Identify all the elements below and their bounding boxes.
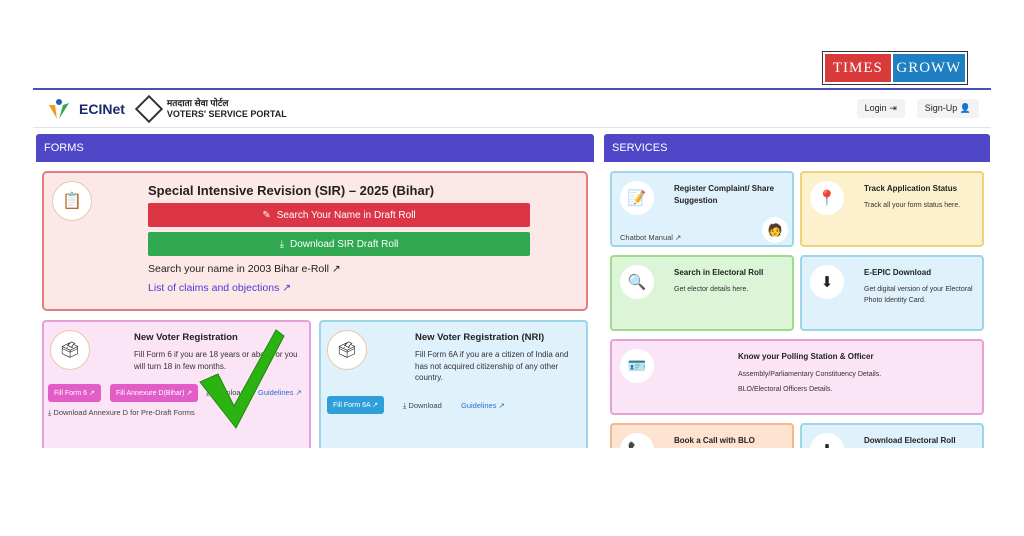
track-status-card[interactable]: 📍 Track Application Status Track all you… [800,171,984,247]
fill-annexure-d-label: Fill Annexure D(Bihar) [116,390,185,397]
ecinet-logo-icon [45,95,73,123]
epic-download-title: E-EPIC Download [864,268,932,277]
login-icon: ⇥ [889,103,897,113]
magnifier-icon: 🔍 [620,265,654,299]
phone-call-icon: 📞 [620,433,654,448]
form6a-download-label: Download [408,401,442,410]
chatbot-manual-label: Chatbot Manual [620,233,673,242]
book-call-blo-title: Book a Call with BLO [674,436,755,445]
search-draft-roll-label: Search Your Name in Draft Roll [276,209,416,221]
track-route-icon: 📍 [810,181,844,215]
polling-officer-icon: 🪪 [620,349,654,383]
forms-heading: FORMS [36,134,594,162]
polling-station-desc1: Assembly/Parliamentary Constituency Deta… [738,371,882,378]
download-sir-roll-label: Download SIR Draft Roll [290,238,399,250]
track-status-desc: Track all your form status here. [864,202,961,209]
arrow-up-right-icon: ↗ [186,390,193,397]
new-voter-card: 🗳 New Voter Registration Fill Form 6 if … [42,320,311,448]
portal-hindi-name: मतदाता सेवा पोर्टल [166,98,229,109]
download-icon: ⤓ [403,401,407,410]
chatbot-manual-link[interactable]: Chatbot Manual ↗ [620,233,681,242]
form6-guidelines-link[interactable]: Guidelines ↗ [258,388,302,397]
claims-objections-link[interactable]: List of claims and objections ↗ [148,282,291,294]
download-box-icon: ⬇ [810,265,844,299]
top-header: ECINet मतदाता सेवा पोर्टल VOTERS' SERVIC… [33,90,991,128]
brand-left: TIMES [825,54,891,82]
portal-screenshot: ECINet मतदाता सेवा पोर्टल VOTERS' SERVIC… [33,88,991,448]
login-label: Login [864,103,887,113]
bihar-2003-eroll-link[interactable]: Search your name in 2003 Bihar e-Roll ↗ [148,263,341,275]
search-electoral-roll-title: Search in Electoral Roll [674,268,764,277]
form6a-guidelines-link[interactable]: Guidelines ↗ [461,401,505,410]
search-draft-roll-button[interactable]: ✎ Search Your Name in Draft Roll [148,203,530,227]
epic-download-desc: Get digital version of your Electoral Ph… [864,286,973,304]
form6a-download-link[interactable]: ⤓ Download [403,401,442,411]
user-plus-icon: 👤 [959,103,971,113]
arrow-up-right-icon: ↗ [372,402,379,409]
sir-card: 📋 Special Intensive Revision (SIR) – 202… [42,171,588,311]
new-voter-title: New Voter Registration [134,332,238,343]
book-call-blo-card[interactable]: 📞 Book a Call with BLO [610,423,794,448]
polling-station-desc2: BLO/Electoral Officers Details. [738,386,833,393]
new-voter-desc: Fill Form 6 if you are 18 years or above… [134,350,298,371]
register-complaint-card[interactable]: 📝 Register Complaint/ Share Suggestion C… [610,171,794,247]
bihar-2003-eroll-label: Search your name in 2003 Bihar e-Roll [148,263,329,275]
polling-station-card[interactable]: 🪪 Know your Polling Station & Officer As… [610,339,984,415]
fill-form-6a-label: Fill Form 6A [333,402,371,409]
download-electoral-roll-card[interactable]: ⬇ Download Electoral Roll [800,423,984,448]
services-heading: SERVICES [604,134,990,162]
arrow-up-right-icon: ↗ [282,282,292,294]
voter-form-icon: 🗳 [50,330,90,370]
fill-form-6-label: Fill Form 6 [54,390,88,397]
green-checkmark-icon [199,329,285,429]
edit-icon: ✎ [262,209,271,221]
claims-objections-label: List of claims and objections [148,282,280,294]
arrow-up-right-icon: ↗ [89,390,95,397]
voters-service-portal[interactable]: मतदाता सेवा पोर्टल VOTERS' SERVICE PORTA… [134,94,287,123]
brand-right: GROWW [892,54,965,82]
complaint-icon: 📝 [620,181,654,215]
form6a-guidelines-label: Guidelines [461,401,497,410]
annexure-d-download-link[interactable]: ⤓ Download Annexure D for Pre-Draft Form… [48,408,195,418]
signup-label: Sign-Up [924,103,958,113]
arrow-up-right-icon: ↗ [295,388,302,397]
nri-voter-card: 🗳 New Voter Registration (NRI) Fill Form… [319,320,588,448]
signup-button[interactable]: Sign-Up 👤 [916,99,979,118]
portal-english-name: VOTERS' SERVICE PORTAL [166,108,287,119]
nri-voter-desc: Fill Form 6A if you are a citizen of Ind… [415,350,569,383]
forms-panel: FORMS 📋 Special Intensive Revision (SIR)… [36,134,594,448]
annexure-d-download-label: Download Annexure D for Pre-Draft Forms [53,408,195,417]
download-sir-roll-button[interactable]: ⤓ Download SIR Draft Roll [148,232,530,256]
epic-download-card[interactable]: ⬇ E-EPIC Download Get digital version of… [800,255,984,331]
nri-form-icon: 🗳 [327,330,367,370]
ecinet-logo-text[interactable]: ECINet [79,100,125,117]
search-electoral-roll-card[interactable]: 🔍 Search in Electoral Roll Get elector d… [610,255,794,331]
download-electoral-roll-title: Download Electoral Roll [864,436,956,445]
form6-download-label: Download [211,388,245,397]
form-document-icon: 📋 [52,181,92,221]
times-groww-logo: TIMES GROWW [822,51,968,85]
fill-form-6a-button[interactable]: Fill Form 6A ↗ [327,396,385,414]
sir-title: Special Intensive Revision (SIR) – 2025 … [148,183,435,198]
arrow-up-right-icon: ↗ [498,401,505,410]
nri-voter-title: New Voter Registration (NRI) [415,332,545,343]
fill-annexure-d-button[interactable]: Fill Annexure D(Bihar) ↗ [110,384,199,402]
track-status-title: Track Application Status [864,184,958,193]
polling-station-title: Know your Polling Station & Officer [738,352,874,361]
search-electoral-roll-desc: Get elector details here. [674,286,749,293]
download-icon: ⤓ [48,408,52,417]
arrow-up-right-icon: ↗ [675,233,682,242]
chatbot-avatar-icon[interactable]: 🧑 [762,217,788,243]
arrow-up-right-icon: ↗ [331,263,341,275]
services-panel: SERVICES 📝 Register Complaint/ Share Sug… [604,134,990,448]
form6-guidelines-label: Guidelines [258,388,294,397]
fill-form-6-button[interactable]: Fill Form 6 ↗ [48,384,101,402]
portal-emblem-icon [134,94,164,123]
download-icon: ⤓ [279,238,285,250]
login-button[interactable]: Login ⇥ [856,99,905,118]
download-box-icon: ⬇ [810,433,844,448]
register-complaint-title: Register Complaint/ Share Suggestion [674,184,775,205]
